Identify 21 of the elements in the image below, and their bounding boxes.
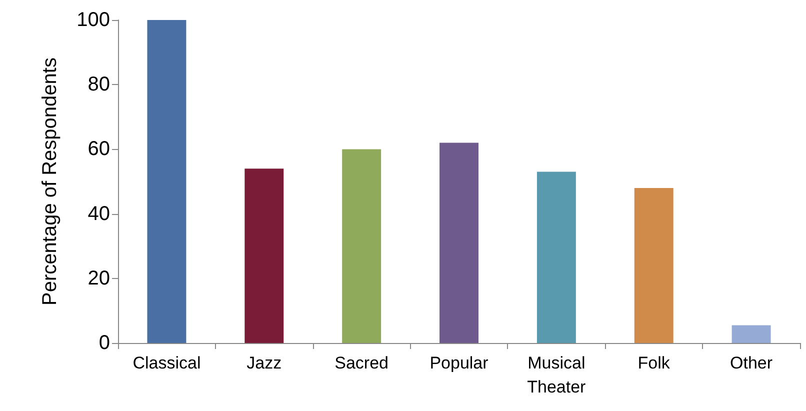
x-tick-label: Musical Theater xyxy=(527,354,586,396)
y-tick-label: 80 xyxy=(88,74,110,96)
x-tick-label: Sacred xyxy=(334,354,389,372)
y-tick-label: 0 xyxy=(98,332,110,354)
bar xyxy=(440,142,478,343)
x-tick-label: Jazz xyxy=(246,354,282,372)
y-tick-label: 20 xyxy=(88,267,110,290)
bar xyxy=(147,20,186,343)
bar xyxy=(342,149,382,343)
bar xyxy=(244,168,284,343)
bar xyxy=(732,325,771,343)
y-tick-label: 40 xyxy=(88,202,110,225)
y-axis-title: Percentage of Respondents xyxy=(39,58,61,306)
y-tick-label: 100 xyxy=(76,9,110,31)
x-tick-label: Popular xyxy=(430,354,489,372)
x-tick-label: Other xyxy=(730,354,773,372)
x-tick-label: Folk xyxy=(638,354,670,372)
bar xyxy=(634,188,674,343)
y-tick-label: 60 xyxy=(88,138,110,160)
bar xyxy=(536,172,576,343)
x-tick-label: Classical xyxy=(132,354,201,372)
